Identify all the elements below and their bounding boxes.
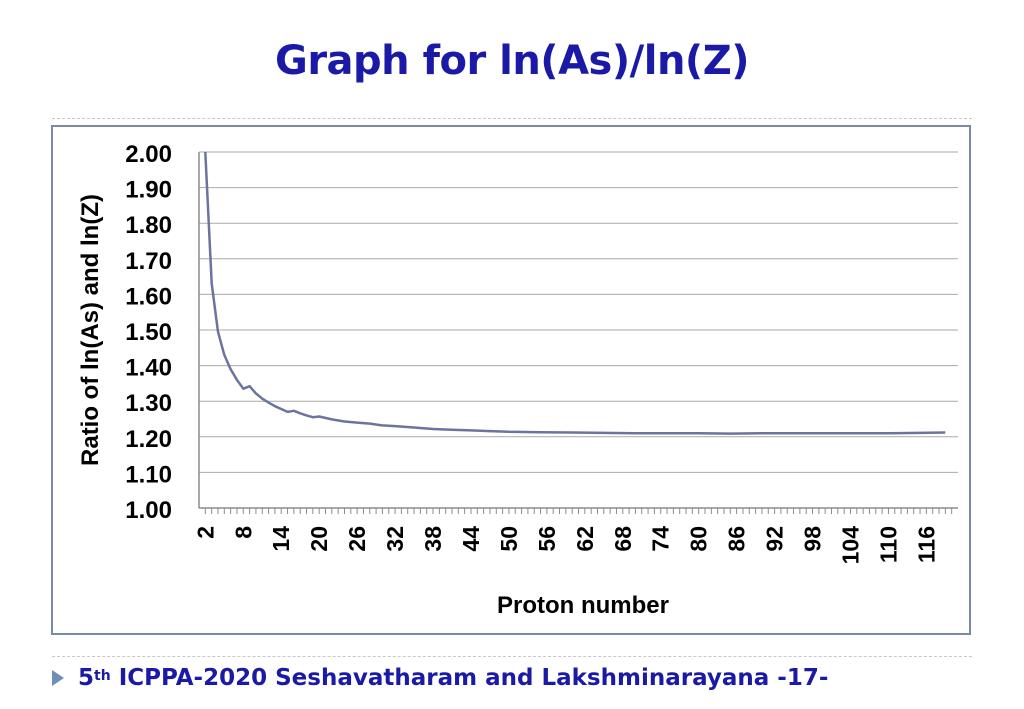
divider-bottom <box>52 656 972 657</box>
x-tick-label: 14 <box>268 526 294 552</box>
x-tick-label: 50 <box>496 526 522 552</box>
x-tick-label: 8 <box>230 526 256 539</box>
footer-text: ICPPA-2020 Seshavatharam and Lakshminara… <box>118 665 770 691</box>
y-tick-label: 1.20 <box>125 426 172 453</box>
y-tick-label: 1.00 <box>125 497 172 524</box>
footer-edition: 5 <box>78 665 95 691</box>
x-tick-label: 68 <box>610 526 636 552</box>
x-tick-label: 20 <box>306 526 332 552</box>
y-axis-title: Ratio of ln(As) and ln(Z) <box>77 194 104 466</box>
x-tick-label: 2 <box>192 526 218 539</box>
x-tick-label: 62 <box>572 526 598 552</box>
x-tick-label: 44 <box>458 526 484 552</box>
x-tick-label: 38 <box>420 526 446 552</box>
y-tick-label: 1.50 <box>125 319 172 346</box>
x-tick-label: 26 <box>344 526 370 552</box>
x-tick-label: 32 <box>382 526 408 552</box>
y-tick-label: 1.30 <box>125 390 172 417</box>
x-tick-label: 80 <box>686 526 712 552</box>
x-tick-label: 116 <box>913 526 939 563</box>
chart-frame: 2.00 1.90 1.80 1.70 1.60 1.50 1.40 1.30 1.20 1.10… <box>51 125 971 635</box>
footer-superscript: th <box>94 668 111 684</box>
y-tick-label: 1.90 <box>125 177 172 204</box>
x-tick-label: 86 <box>724 526 750 552</box>
x-tick-label: 56 <box>534 526 560 552</box>
y-tick-label: 1.40 <box>125 355 172 382</box>
footer-page-number: -17- <box>777 665 829 691</box>
y-tick-label: 2.00 <box>125 141 172 168</box>
y-tick-label: 1.70 <box>125 248 172 275</box>
y-tick-label: 1.80 <box>125 212 172 239</box>
line-chart: 2.00 1.90 1.80 1.70 1.60 1.50 1.40 1.30 1.20 1.10… <box>77 141 958 619</box>
x-axis-title: Proton number <box>497 592 669 619</box>
x-tick-label: 92 <box>762 526 788 552</box>
bullet-arrow-icon <box>52 670 64 686</box>
x-tick-label: 110 <box>875 526 901 563</box>
x-tick-label: 98 <box>800 526 826 552</box>
y-tick-label: 1.60 <box>125 283 172 310</box>
y-tick-label: 1.10 <box>125 461 172 488</box>
x-tick-label: 104 <box>837 526 863 565</box>
divider-top <box>52 118 972 119</box>
series-line <box>204 151 946 435</box>
slide-title: Graph for ln(As)/ln(Z) <box>275 38 750 84</box>
x-tick-label: 74 <box>648 526 674 552</box>
